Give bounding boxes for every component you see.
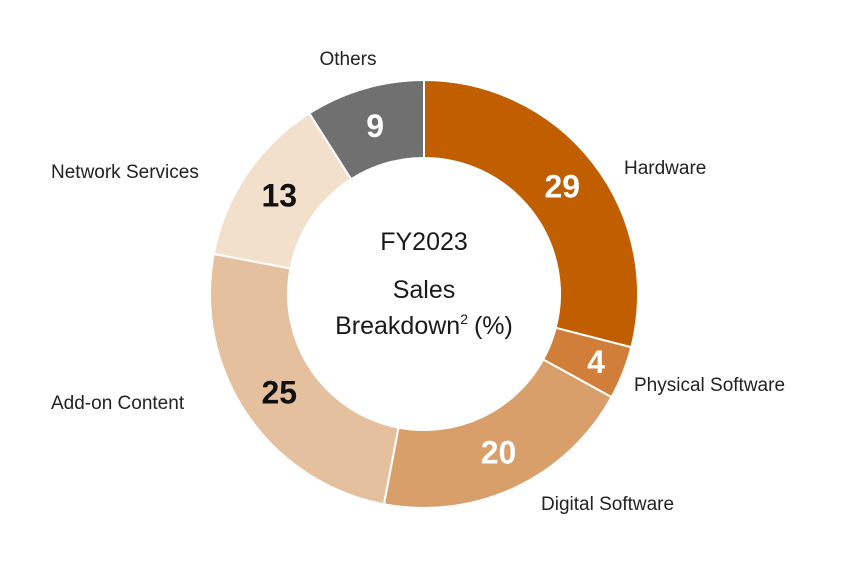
slices-group [209,78,639,509]
value-label-others: 9 [366,108,384,144]
slice-hardware [423,78,639,349]
category-label-digital-software: Digital Software [541,494,674,515]
slice-add-on-content [209,252,400,506]
center-title: FY2023 [380,228,468,256]
value-label-network-services: 13 [261,178,297,214]
slice-others [307,78,425,181]
center-label: FY2023 Sales Breakdown2 (%) [335,228,513,340]
category-label-add-on-content: Add-on Content [51,393,185,414]
center-subtitle-line2: Breakdown2 (%) [335,311,513,340]
category-label-others: Others [319,49,376,70]
value-labels-group: 29 4 20 25 13 9 [261,108,605,470]
category-labels-group: Hardware Physical Software Digital Softwar… [51,49,785,515]
value-label-physical-software: 4 [587,344,605,380]
value-label-digital-software: 20 [481,434,517,470]
value-label-add-on-content: 25 [261,374,297,410]
center-subtitle-line1: Sales [393,276,456,304]
center-subtitle-unit: (%) [474,312,513,340]
center-subtitle-superscript: 2 [460,311,468,327]
slice-digital-software [382,358,613,509]
category-label-hardware: Hardware [624,158,706,179]
category-label-physical-software: Physical Software [634,375,785,396]
center-subtitle-main: Breakdown [335,312,460,340]
value-label-hardware: 29 [544,169,580,205]
category-label-network-services: Network Services [51,162,199,183]
